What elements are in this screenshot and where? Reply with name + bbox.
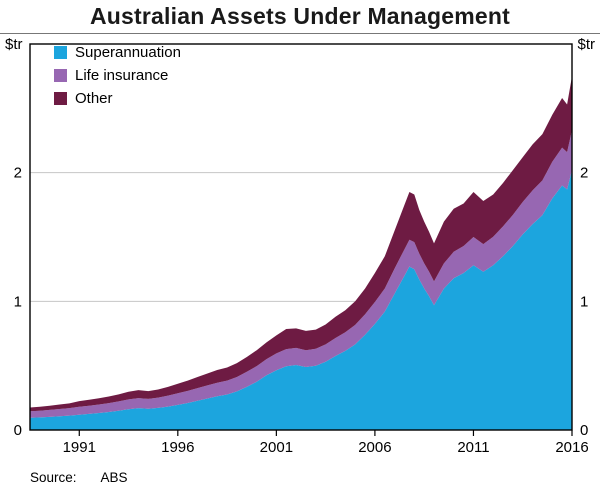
title-bar: Australian Assets Under Management bbox=[0, 0, 600, 34]
y-tick-label-right-0: 0 bbox=[580, 422, 588, 439]
area-other bbox=[30, 76, 572, 412]
legend-item-other: Other bbox=[54, 87, 181, 110]
y-tick-label-right-2: 2 bbox=[580, 165, 588, 182]
x-tick-label-1996: 1996 bbox=[161, 439, 194, 456]
plot-area: $tr $tr 1991 1996 2001 2006 2011 2016 0 0 1 1 2 2 S… bbox=[0, 34, 600, 464]
y-tick-label-left-0: 0 bbox=[14, 422, 22, 439]
chart-title: Australian Assets Under Management bbox=[89, 3, 511, 29]
legend-swatch-life-insurance bbox=[54, 69, 67, 82]
y-tick-label-right-1: 1 bbox=[580, 293, 588, 310]
legend-item-life-insurance: Life insurance bbox=[54, 64, 181, 87]
source-label: Source: bbox=[30, 469, 77, 485]
y-tick-label-left-2: 2 bbox=[14, 165, 22, 182]
y-axis-unit-left: $tr bbox=[5, 36, 23, 53]
x-tick-label-2006: 2006 bbox=[358, 439, 391, 456]
area-life-insurance bbox=[30, 130, 572, 418]
legend-swatch-other bbox=[54, 92, 67, 105]
x-tick-label-1991: 1991 bbox=[63, 439, 96, 456]
legend-label-superannuation: Superannuation bbox=[75, 44, 181, 61]
x-tick-label-2011: 2011 bbox=[457, 439, 489, 456]
plot-border bbox=[29, 43, 573, 431]
source-value: ABS bbox=[100, 469, 128, 485]
area-superannuation bbox=[30, 170, 572, 430]
x-tick-label-2001: 2001 bbox=[260, 439, 293, 456]
legend-swatch-superannuation bbox=[54, 46, 67, 59]
chart-legend: Superannuation Life insurance Other bbox=[54, 41, 181, 110]
source-row: Source: ABS bbox=[0, 464, 600, 490]
y-axis-unit-right: $tr bbox=[577, 36, 595, 53]
x-tick-label-2016: 2016 bbox=[555, 439, 588, 456]
y-tick-label-left-1: 1 bbox=[14, 293, 22, 310]
legend-label-other: Other bbox=[75, 90, 113, 107]
legend-label-life-insurance: Life insurance bbox=[75, 67, 169, 84]
legend-item-superannuation: Superannuation bbox=[54, 41, 181, 64]
